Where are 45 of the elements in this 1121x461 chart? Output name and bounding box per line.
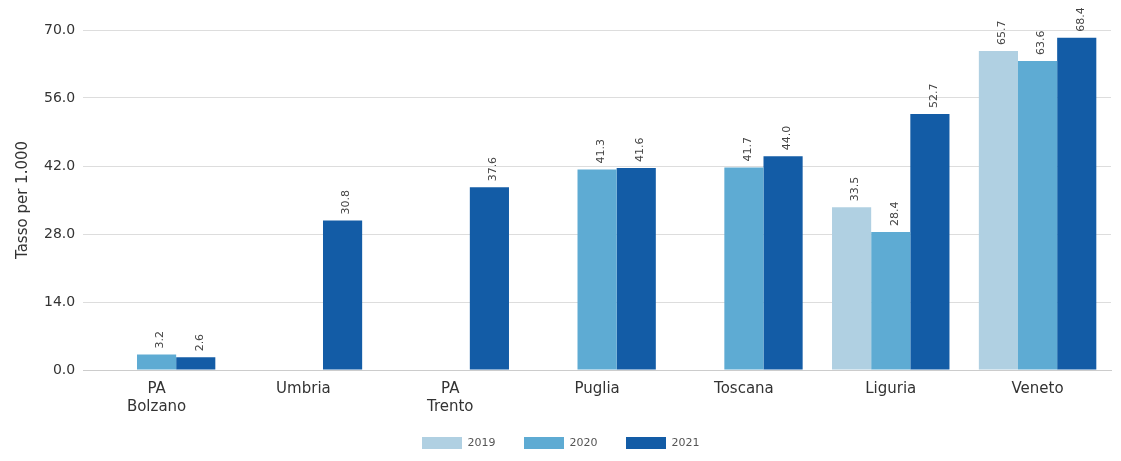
y-tick-label: 70.0	[44, 20, 76, 37]
bar	[577, 169, 617, 370]
y-tick-label: 56.0	[44, 88, 76, 105]
text: 37.6	[486, 156, 500, 182]
bar	[176, 357, 216, 370]
text: 44.0	[779, 125, 793, 151]
text: 65.7	[995, 20, 1009, 45]
text: 68.4	[1073, 7, 1087, 32]
x-tick-label: PA Trento	[425, 378, 474, 415]
bar	[1057, 37, 1097, 370]
x-tick-label: Toscana	[713, 378, 774, 397]
text: 2.6	[192, 333, 206, 352]
x-tick-label: PA Bolzano	[126, 378, 187, 415]
bar	[832, 207, 872, 370]
y-tick-label: 0.0	[52, 360, 76, 377]
text: 28.4	[887, 201, 901, 227]
bar	[910, 114, 950, 370]
text: 63.6	[1034, 30, 1048, 56]
text: 41.6	[633, 137, 647, 162]
bar	[323, 220, 363, 370]
y-tick-label: 42.0	[44, 156, 76, 173]
bar	[1018, 61, 1058, 370]
legend-label: 2020	[569, 436, 598, 449]
x-tick-label: Puglia	[574, 378, 620, 397]
legend-label: 2021	[671, 436, 700, 449]
text: 33.5	[848, 176, 862, 202]
bar	[871, 232, 911, 370]
bar	[616, 167, 656, 370]
bar	[724, 167, 764, 370]
bar	[469, 187, 509, 370]
y-axis-title: Tasso per 1.000	[12, 140, 31, 261]
text: 41.7	[740, 136, 754, 162]
text: 41.3	[593, 138, 607, 164]
text: 30.8	[339, 189, 353, 215]
x-tick-label: Umbria	[276, 378, 331, 397]
y-tick-label: 14.0	[44, 292, 76, 309]
x-tick-label: Veneto	[1011, 378, 1064, 397]
legend-label: 2019	[467, 436, 496, 449]
text: 3.2	[153, 330, 167, 349]
bar	[763, 156, 803, 370]
bar	[137, 354, 177, 370]
x-tick-label: Liguria	[865, 378, 917, 397]
text: 52.7	[926, 83, 940, 109]
bar	[978, 50, 1019, 370]
y-tick-label: 28.0	[44, 224, 76, 241]
